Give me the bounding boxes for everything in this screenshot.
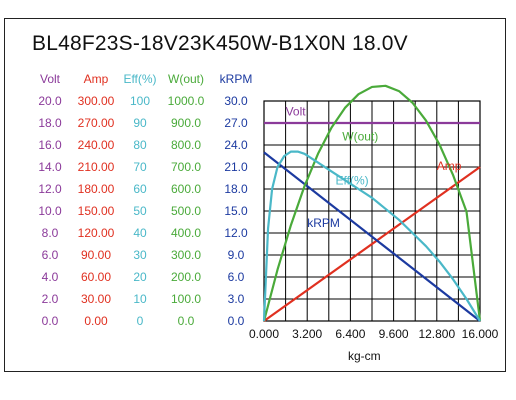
scale-tick-label: 0.0	[177, 314, 195, 328]
scale-tick-label: 10	[133, 292, 147, 306]
scale-tick-label: 90	[133, 116, 147, 130]
x-tick-label: 12.800	[418, 327, 455, 341]
scale-tick-label: 300.00	[77, 94, 115, 108]
plot-border	[263, 100, 481, 322]
x-axis-label: kg-cm	[348, 349, 381, 363]
scale-tick-label: 0.00	[84, 314, 108, 328]
series-label: kRPM	[307, 216, 340, 230]
x-tick-label: 6.400	[335, 327, 365, 341]
scale-tick-label: 40	[133, 226, 147, 240]
scale-tick-label: 100.0	[170, 292, 202, 306]
scale-tick-label: 10.0	[38, 204, 62, 218]
scale-tick-label: 3.0	[227, 292, 245, 306]
scale-tick-label: 500.0	[170, 204, 202, 218]
scale-tick-label: 24.0	[224, 138, 248, 152]
scale-tick-label: 700.0	[170, 160, 202, 174]
scale-tick-label: 120.00	[77, 226, 115, 240]
column-header-krpm: kRPM	[219, 72, 253, 86]
scale-tick-label: 900.0	[170, 116, 202, 130]
column-header-volt: Volt	[39, 72, 60, 86]
scale-tick-label: 100	[129, 94, 151, 108]
scale-tick-label: 12.0	[38, 182, 62, 196]
scale-tick-label: 6.0	[227, 270, 245, 284]
scale-tick-label: 8.0	[41, 226, 59, 240]
x-tick-label: 16.000	[462, 327, 499, 341]
column-header-wout: W(out)	[168, 72, 204, 86]
scale-tick-label: 70	[133, 160, 147, 174]
scale-tick-label: 16.0	[38, 138, 62, 152]
scale-tick-label: 180.00	[77, 182, 115, 196]
scale-tick-label: 30.0	[224, 94, 248, 108]
scale-tick-label: 200.0	[170, 270, 202, 284]
series-line-wout	[262, 84, 482, 322]
series-line-krpm	[263, 151, 481, 322]
scale-tick-label: 18.0	[38, 116, 62, 130]
scale-tick-label: 20.0	[38, 94, 62, 108]
series-line-amp	[263, 166, 481, 322]
scale-tick-label: 0.0	[227, 314, 245, 328]
x-tick-label: 9.600	[379, 327, 409, 341]
scale-tick-label: 400.0	[170, 226, 202, 240]
scale-tick-label: 210.00	[77, 160, 115, 174]
scale-tick-label: 9.0	[227, 248, 245, 262]
scale-tick-label: 80	[133, 138, 147, 152]
scale-tick-label: 150.00	[77, 204, 115, 218]
scale-tick-label: 18.0	[224, 182, 248, 196]
scale-tick-label: 20	[133, 270, 147, 284]
scale-tick-label: 21.0	[224, 160, 248, 174]
scale-tick-label: 0.0	[41, 314, 59, 328]
scale-tick-label: 30.00	[80, 292, 112, 306]
series-label: Amp	[437, 159, 462, 173]
series-line-eff	[262, 150, 481, 322]
scale-tick-label: 6.0	[41, 248, 59, 262]
scale-tick-label: 800.0	[170, 138, 202, 152]
scale-tick-label: 1000.0	[167, 94, 205, 108]
x-tick-label: 3.200	[292, 327, 322, 341]
scale-tick-label: 27.0	[224, 116, 248, 130]
chart-frame	[4, 18, 506, 372]
chart-title: BL48F23S-18V23K450W-B1X0N 18.0V	[32, 32, 408, 55]
scale-tick-label: 2.0	[41, 292, 59, 306]
scale-tick-label: 15.0	[224, 204, 248, 218]
scale-tick-label: 30	[133, 248, 147, 262]
scale-tick-label: 300.0	[170, 248, 202, 262]
series-label: Eff(%)	[336, 174, 369, 188]
scale-tick-label: 0	[136, 314, 144, 328]
x-tick-label: 0.000	[249, 327, 279, 341]
scale-tick-label: 60.00	[80, 270, 112, 284]
scale-tick-label: 240.00	[77, 138, 115, 152]
scale-tick-label: 50	[133, 204, 147, 218]
column-header-eff: Eff(%)	[123, 72, 157, 86]
scale-tick-label: 270.00	[77, 116, 115, 130]
series-label: Volt	[286, 105, 307, 119]
column-header-amp: Amp	[83, 72, 109, 86]
scale-tick-label: 60	[133, 182, 147, 196]
scale-tick-label: 14.0	[38, 160, 62, 174]
scale-tick-label: 90.00	[80, 248, 112, 262]
series-label: W(out)	[342, 130, 378, 144]
scale-tick-label: 12.0	[224, 226, 248, 240]
scale-tick-label: 4.0	[41, 270, 59, 284]
scale-tick-label: 600.0	[170, 182, 202, 196]
